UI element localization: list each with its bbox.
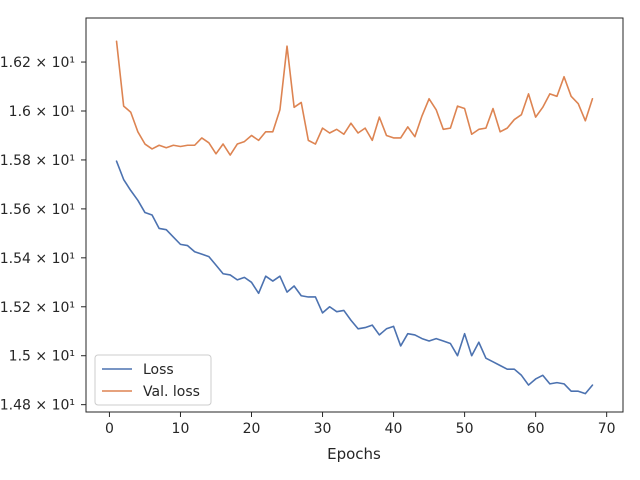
x-tick-label: 10 (172, 421, 190, 437)
y-tick-label: 1.54 × 10¹ (0, 251, 75, 267)
legend-label-val-loss: Val. loss (143, 384, 200, 400)
legend-label-loss: Loss (143, 362, 174, 378)
x-tick-label: 70 (598, 421, 616, 437)
y-tick-label: 1.5 × 10¹ (9, 349, 75, 365)
x-tick-label: 40 (385, 421, 403, 437)
x-tick-label: 0 (105, 421, 114, 437)
series-line-val-loss (115, 40, 594, 156)
series-line-loss (115, 160, 594, 395)
y-tick-label: 1.58 × 10¹ (0, 153, 75, 169)
y-tick-label: 1.6 × 10¹ (9, 104, 75, 120)
legend-box (94, 354, 212, 406)
x-axis-ticks: 0 10 20 30 40 50 60 70 (105, 412, 616, 437)
y-tick-label: 1.48 × 10¹ (0, 398, 75, 414)
x-tick-label: 60 (527, 421, 545, 437)
y-axis-ticks: 1.48 × 10¹ 1.5 × 10¹ 1.52 × 10¹ 1.54 × 10¹ 1… (0, 55, 86, 414)
y-tick-label: 1.52 × 10¹ (0, 300, 75, 316)
series-layer (115, 40, 594, 395)
x-axis-label: Epochs (327, 445, 381, 463)
plot-frame (85, 17, 624, 413)
x-tick-label: 30 (314, 421, 332, 437)
x-tick-label: 20 (243, 421, 261, 437)
y-tick-label: 1.56 × 10¹ (0, 202, 75, 218)
y-tick-label: 1.62 × 10¹ (0, 55, 75, 71)
legend: Loss Val. loss (94, 354, 212, 406)
x-tick-label: 50 (456, 421, 474, 437)
